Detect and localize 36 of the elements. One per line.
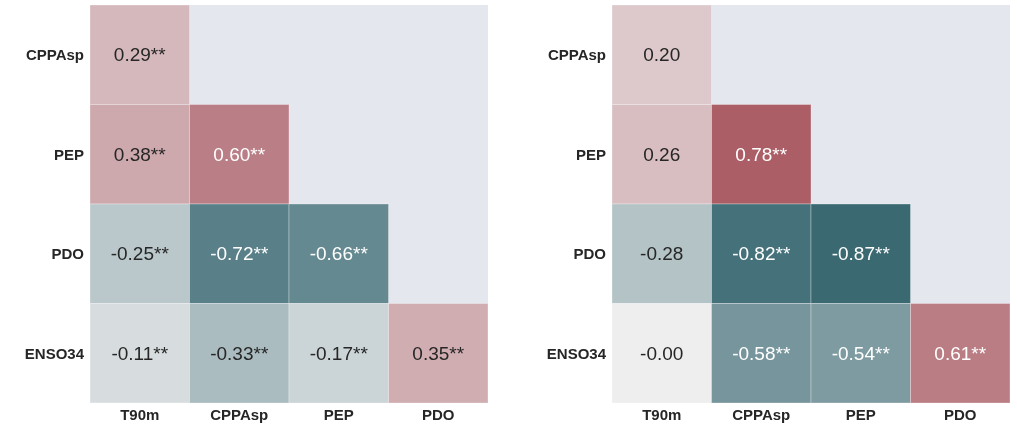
y-tick-label: CPPAsp bbox=[25, 46, 84, 63]
data-label: -0.58** bbox=[732, 342, 791, 364]
data-label: -0.72** bbox=[210, 243, 269, 265]
data-label: -0.17** bbox=[309, 342, 369, 364]
data-label: 0.38** bbox=[113, 143, 167, 165]
data-label: -0.25** bbox=[110, 243, 170, 265]
data-label: -0.00 bbox=[640, 342, 684, 364]
data-label: 0.35** bbox=[412, 342, 465, 364]
y-tick-label: PDO bbox=[51, 245, 85, 262]
y-tick-label: PDO bbox=[573, 245, 607, 262]
x-tick-label: PEP bbox=[323, 406, 354, 423]
x-tick-label: PEP bbox=[845, 406, 876, 423]
data-label: 0.78** bbox=[735, 143, 788, 165]
x-tick-label: CPPAsp bbox=[732, 406, 791, 423]
data-label: 0.20 bbox=[643, 44, 681, 66]
x-tick-label: T90m bbox=[642, 406, 682, 423]
data-label: -0.33** bbox=[210, 342, 269, 364]
data-label: -0.82** bbox=[732, 243, 791, 265]
x-tick-label: PDO bbox=[421, 406, 455, 423]
y-tick-label: ENSO34 bbox=[24, 344, 85, 362]
data-label: -0.11** bbox=[111, 342, 169, 364]
data-label: 0.61** bbox=[934, 342, 987, 364]
x-tick-label: CPPAsp bbox=[210, 406, 269, 423]
data-label: -0.87** bbox=[831, 243, 891, 265]
data-label: -0.28 bbox=[640, 243, 684, 265]
data-label: 0.60** bbox=[213, 143, 266, 165]
data-label: -0.54** bbox=[831, 342, 891, 364]
x-tick-label: PDO bbox=[943, 406, 977, 423]
x-tick-label: T90m bbox=[120, 406, 160, 423]
data-label: -0.66** bbox=[309, 243, 369, 265]
y-tick-label: PEP bbox=[53, 145, 84, 163]
data-label: 0.29** bbox=[113, 44, 167, 66]
y-tick-label: CPPAsp bbox=[547, 46, 606, 63]
data-label: 0.26 bbox=[643, 143, 681, 165]
y-tick-label: PEP bbox=[575, 145, 606, 163]
y-tick-label: ENSO34 bbox=[546, 344, 607, 362]
